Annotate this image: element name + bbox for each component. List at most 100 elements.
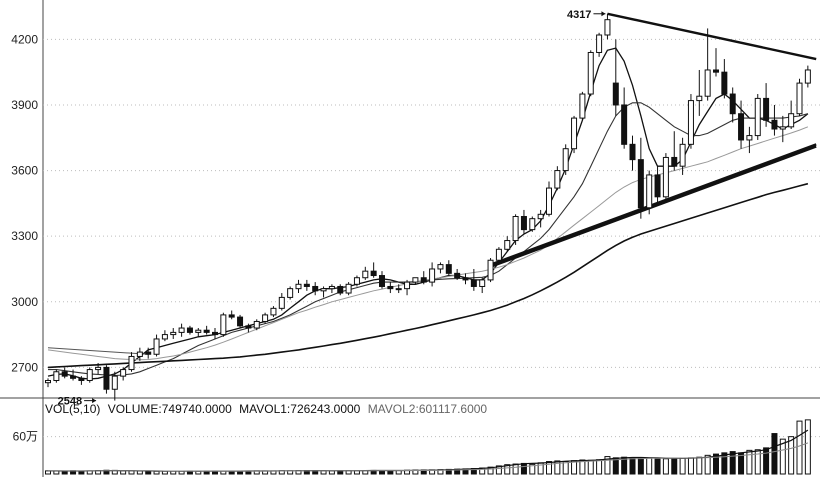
annotation-label: 2548 <box>58 396 82 408</box>
volume-bar <box>771 433 778 475</box>
candle-body-up <box>604 19 611 36</box>
volume-bar <box>136 470 143 475</box>
candle-body-up <box>153 338 160 355</box>
volume-bar <box>546 461 552 475</box>
candle-body-down <box>470 279 477 287</box>
candle <box>412 277 419 285</box>
y-tick-label: 3000 <box>11 295 38 309</box>
volume-bar <box>554 460 561 475</box>
candle <box>295 279 302 294</box>
candle-body-down <box>462 277 469 281</box>
volume-bar <box>637 457 644 475</box>
candle <box>579 91 586 121</box>
price-annotation: 2548 <box>58 396 97 408</box>
ma-line-mid <box>48 102 809 377</box>
vol-legend-volume: VOLUME:749740.0000 <box>108 402 232 416</box>
candle <box>562 144 569 175</box>
trendline <box>47 347 149 355</box>
y-tick-label: 4200 <box>11 32 38 46</box>
candle-body-up <box>320 288 327 292</box>
annotation-arrow <box>601 11 606 17</box>
volume-bar <box>713 453 719 475</box>
volume-bar <box>754 449 761 475</box>
volume-bar <box>721 452 728 475</box>
candle-body-up <box>262 314 269 322</box>
candle <box>312 282 319 296</box>
candle-body-up <box>178 327 185 333</box>
candle <box>53 369 60 383</box>
candle <box>170 328 177 339</box>
candle-body-up <box>696 95 703 102</box>
candle <box>512 214 519 245</box>
candle-body-up <box>704 69 711 97</box>
candle-body-down <box>520 215 527 231</box>
candle <box>420 271 427 285</box>
candle-body-up <box>537 213 544 220</box>
candle <box>220 312 227 337</box>
candle-body-up <box>253 320 260 329</box>
candle <box>646 170 653 215</box>
annotation-label: 4317 <box>567 9 591 21</box>
candle-body-up <box>512 215 519 242</box>
volume-bar <box>746 449 753 475</box>
candle <box>771 104 778 136</box>
candle <box>145 347 152 359</box>
candle <box>345 282 352 296</box>
y-tick-label: 3900 <box>11 98 38 112</box>
volume-ma-lines <box>48 429 809 472</box>
candle <box>487 258 494 283</box>
candle <box>612 39 619 116</box>
candle <box>237 314 244 329</box>
candle-body-up <box>662 156 669 198</box>
candle <box>804 65 811 88</box>
candle-body-up <box>412 277 419 283</box>
candle <box>103 365 110 394</box>
candle <box>504 236 511 252</box>
candle <box>754 94 761 140</box>
candle <box>546 181 552 217</box>
candle-body-up <box>278 296 285 309</box>
candle <box>186 325 193 335</box>
candle-body-down <box>212 331 218 336</box>
volume-bar <box>529 463 536 475</box>
candle <box>437 262 444 274</box>
candle-body-down <box>237 316 244 327</box>
candle-body-down <box>721 71 728 95</box>
candle <box>136 347 143 361</box>
candle <box>245 323 252 333</box>
candle-body-up <box>45 380 51 384</box>
candle-body-up <box>596 34 603 53</box>
candle <box>78 376 85 385</box>
candle <box>654 166 661 204</box>
candle <box>495 247 502 263</box>
candle <box>353 275 360 287</box>
candle <box>161 330 168 342</box>
candle-body-up <box>328 285 335 290</box>
candle-body-up <box>796 82 803 115</box>
candle-body-up <box>220 314 227 336</box>
candle <box>278 293 285 311</box>
candle <box>537 209 544 228</box>
candle <box>178 323 185 337</box>
candle <box>203 325 210 335</box>
candle-body-down <box>713 69 719 73</box>
candle-body-up <box>529 218 536 231</box>
candle-body-up <box>779 126 786 130</box>
volume-bar <box>687 457 694 475</box>
candle <box>370 262 377 278</box>
candle-body-up <box>479 279 486 287</box>
volume-bars <box>45 419 811 475</box>
candle <box>195 328 202 337</box>
volume-tick-label: 60万 <box>13 430 38 444</box>
candle-body-up <box>353 277 360 285</box>
candle-body-down <box>637 159 644 209</box>
candle-body-up <box>554 170 561 189</box>
candle-body-down <box>621 104 628 145</box>
volume-bar <box>153 470 160 475</box>
candle-body-up <box>495 248 502 261</box>
candle-body-up <box>170 331 177 336</box>
moving-average-lines <box>47 47 809 380</box>
y-tick-label: 3600 <box>11 164 38 178</box>
candle-body-down <box>420 277 427 283</box>
